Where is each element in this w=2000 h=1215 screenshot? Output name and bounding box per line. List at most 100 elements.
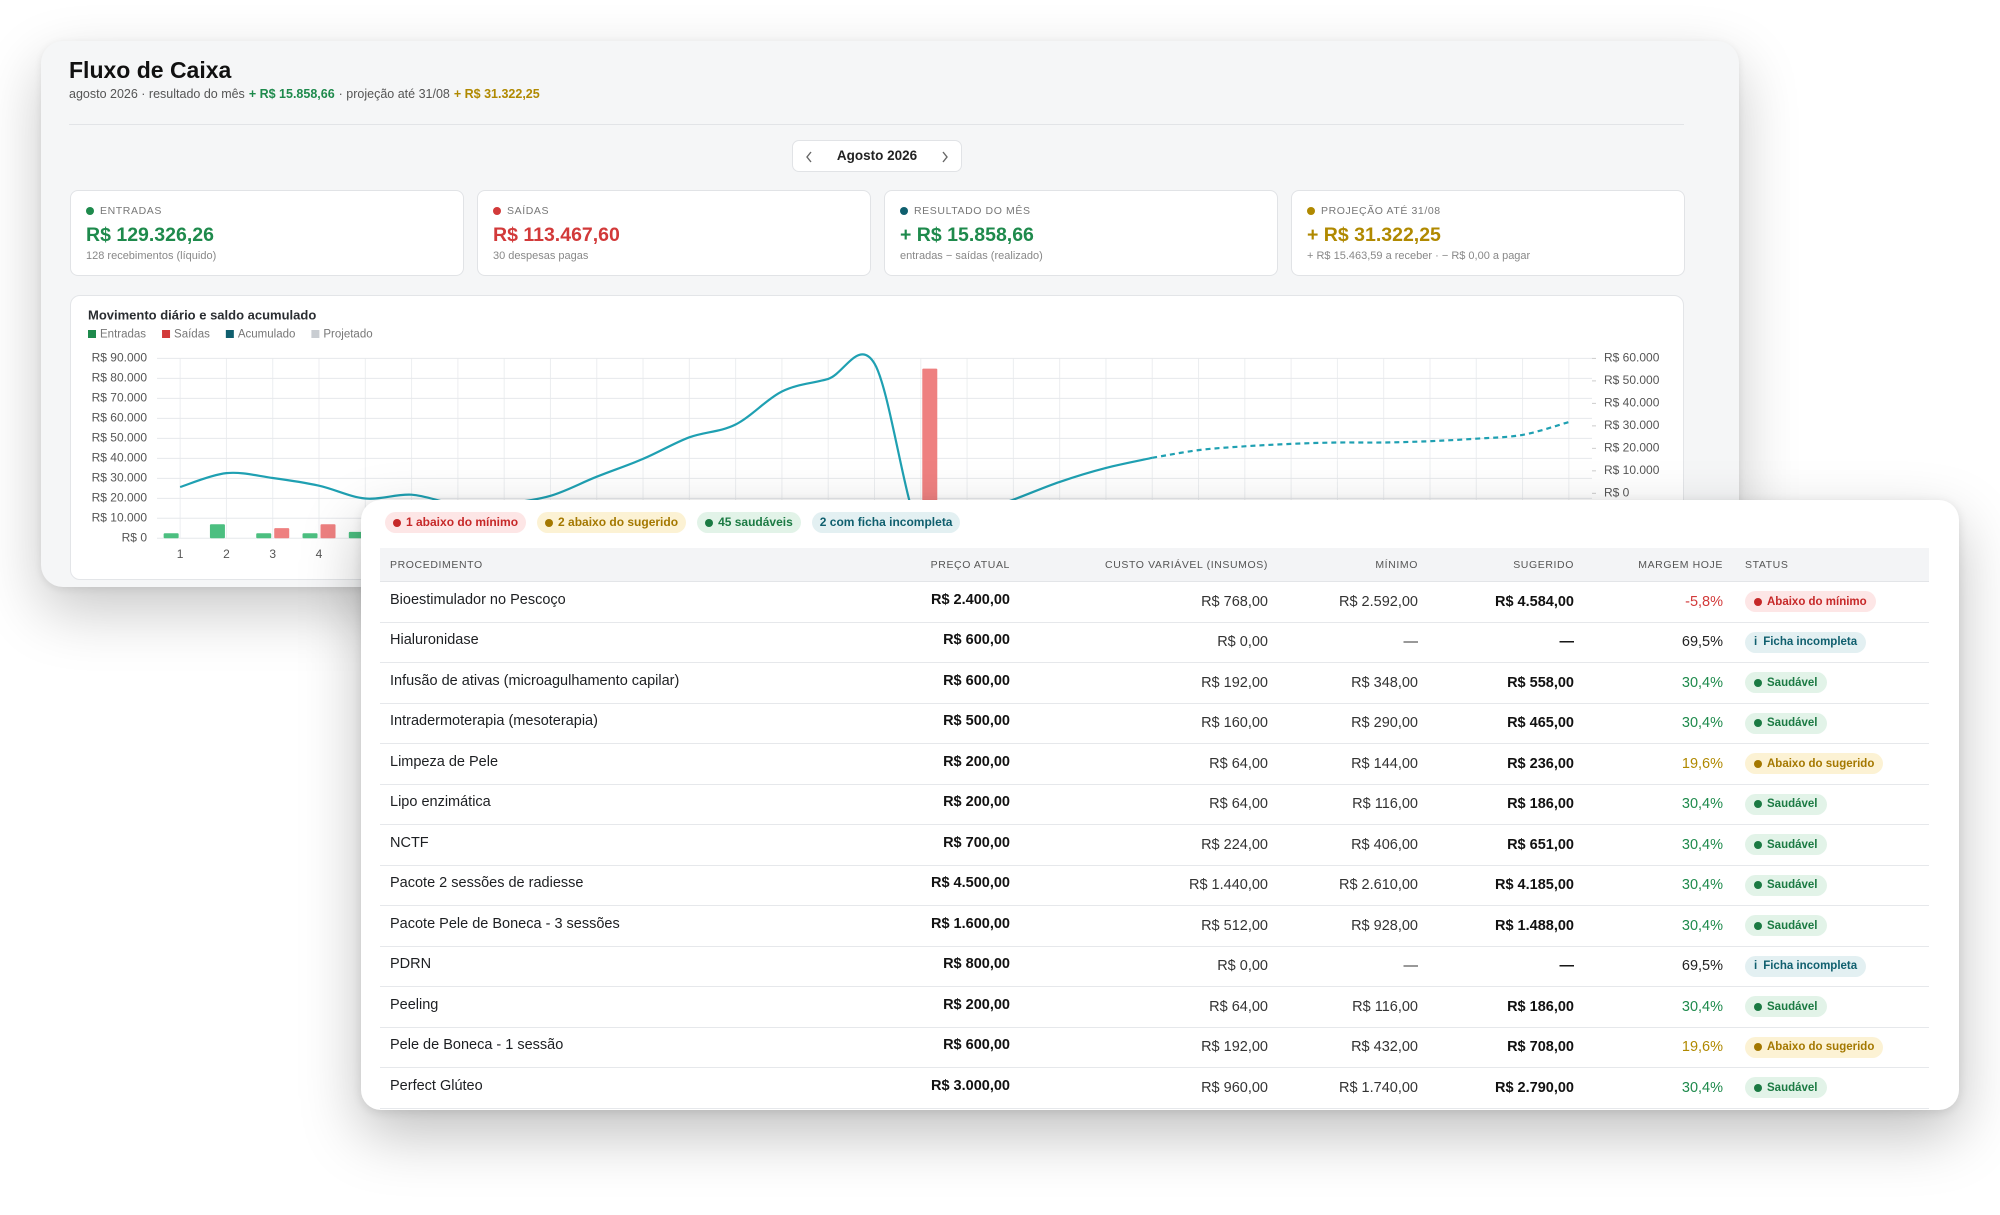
status-cell: i Ficha incompleta	[1723, 631, 1929, 653]
table-cell: R$ 1.488,00	[1494, 917, 1574, 934]
status-dot	[1754, 800, 1762, 809]
table-row[interactable]: Infusão de ativas (microagulhamento capi…	[380, 663, 1929, 704]
status-cell: Saudável	[1723, 793, 1929, 815]
table-cell: R$ 512,00	[1201, 917, 1268, 934]
table-cell: Bioestimulador no Pescoço	[390, 591, 566, 608]
legend-swatch	[311, 330, 320, 338]
table-row[interactable]: Perfect Glúteo R$ 3.000,00 R$ 960,00 R$ 1.7…	[380, 1068, 1929, 1109]
bar	[302, 533, 318, 539]
filter-pill[interactable]: 2 abaixo do sugerido	[537, 512, 687, 533]
table-header: PROCEDIMENTO PREÇO ATUAL CUSTO VARIÁVEL (I…	[380, 548, 1929, 582]
table-cell: PDRN	[390, 956, 432, 973]
y-tick-label: R$ 50.000	[92, 431, 148, 445]
table-row[interactable]: Pele de Boneca - 1 sessão R$ 600,00 R$ 192…	[380, 1028, 1929, 1068]
status-label: Saudável	[1767, 838, 1818, 851]
table-cell: 30,4%	[1681, 877, 1723, 894]
status-cell: Saudável	[1723, 874, 1929, 896]
filter-pill[interactable]: 2 com ficha incompleta	[811, 512, 961, 533]
prev-month[interactable]	[805, 151, 813, 163]
table-row[interactable]: Bioestimulador no Pescoço R$ 2.400,00 R$ 7…	[380, 582, 1929, 623]
status-dot	[1754, 1002, 1762, 1011]
table-cell: —	[1559, 958, 1575, 975]
legend-swatch	[88, 330, 96, 338]
cashflow-card: Fluxo de Caixa agosto 2026 · resultado d…	[41, 41, 1739, 587]
status-badge: Abaixo do sugerido	[1745, 1036, 1884, 1058]
status-badge: Abaixo do sugerido	[1745, 753, 1884, 775]
table-row[interactable]: PDRN R$ 800,00 R$ 0,00 — — 69,5% i Ficha incomp…	[380, 947, 1929, 987]
table-cell: R$ 186,00	[1507, 998, 1574, 1015]
table-cell: R$ 200,00	[943, 996, 1010, 1013]
status-cell: Saudável	[1723, 672, 1929, 694]
status-dot	[1754, 759, 1762, 768]
status-cell: i Ficha incompleta	[1723, 955, 1929, 977]
y2-tick-label: R$ 20.000	[1604, 441, 1660, 455]
table-cell: Limpeza de Pele	[390, 753, 499, 770]
status-label: Ficha incompleta	[1763, 960, 1858, 973]
y-tick-label: R$ 40.000	[92, 451, 148, 465]
summary-pills: 1 abaixo do mínimo 2 abaixo do sugerido 45…	[385, 512, 961, 533]
line	[1152, 420, 1570, 459]
table-cell: R$ 192,00	[1201, 1039, 1268, 1056]
status-badge: i Ficha incompleta	[1745, 631, 1867, 653]
status-cell: Saudável	[1723, 996, 1929, 1018]
table-cell: 19,6%	[1681, 1039, 1723, 1056]
table-row[interactable]: NCTF R$ 700,00 R$ 224,00 R$ 406,00 R$ 651,00…	[380, 825, 1929, 866]
table-cell: R$ 500,00	[943, 713, 1010, 730]
kpi-dot	[1307, 207, 1315, 215]
kpi-card: SAÍDAS R$ 113.467,60 30 despesas pagas	[477, 190, 871, 276]
kpi-value: + R$ 31.322,25	[1307, 224, 1441, 246]
status-dot	[1754, 1083, 1762, 1092]
table-cell: —	[1403, 958, 1419, 975]
kpi-note: 30 despesas pagas	[493, 250, 589, 262]
table-row[interactable]: Limpeza de Pele R$ 200,00 R$ 64,00 R$ 144,0…	[380, 744, 1929, 785]
month-nav: Agosto 2026	[792, 140, 962, 172]
subtitle-projection: + R$ 31.322,25	[454, 87, 540, 101]
table-cell: R$ 200,00	[943, 753, 1010, 770]
kpi-label-text: PROJEÇÃO ATÉ 31/08	[1321, 205, 1441, 217]
kpi-card: PROJEÇÃO ATÉ 31/08 + R$ 31.322,25 + R$ 15.…	[1291, 190, 1685, 276]
table-row[interactable]: Peeling R$ 200,00 R$ 64,00 R$ 116,00 R$ 186,…	[380, 987, 1929, 1028]
next-month[interactable]	[941, 151, 949, 163]
y-tick-label: R$ 80.000	[92, 371, 148, 385]
table-row[interactable]: Lipo enzimática R$ 200,00 R$ 64,00 R$ 116,0…	[380, 785, 1929, 825]
y-tick-label: R$ 60.000	[92, 411, 148, 425]
filter-pill[interactable]: 1 abaixo do mínimo	[385, 512, 527, 533]
table-row[interactable]: Hialuronidase R$ 600,00 R$ 0,00 — — 69,5% i Fic…	[380, 623, 1929, 663]
table-cell: Peeling	[390, 996, 439, 1013]
table-cell: R$ 348,00	[1351, 674, 1418, 691]
status-label: Saudável	[1767, 676, 1818, 689]
table-cell: R$ 4.500,00	[930, 875, 1010, 892]
table-cell: R$ 600,00	[943, 632, 1010, 649]
column-header: STATUS	[1745, 558, 1789, 571]
status-dot	[1754, 840, 1762, 849]
table-row[interactable]: Pacote 2 sessões de radiesse R$ 4.500,00 R…	[380, 866, 1929, 906]
table-row[interactable]: Intradermoterapia (mesoterapia) R$ 500,00…	[380, 704, 1929, 744]
projection-value: + R$ 31.322,25	[453, 87, 540, 101]
legend-label: Projetado	[323, 329, 372, 341]
legend-label: Acumulado	[238, 329, 296, 341]
status-label: Abaixo do sugerido	[1767, 757, 1875, 770]
table-row[interactable]: Pacote Pele de Boneca - 3 sessões R$ 1.60…	[380, 906, 1929, 947]
y-tick-label: R$ 70.000	[92, 391, 148, 405]
legend-swatch	[162, 330, 171, 338]
table-cell: Pacote 2 sessões de radiesse	[390, 875, 584, 892]
status-label: Saudável	[1767, 919, 1818, 932]
table-cell: Hialuronidase	[390, 632, 479, 649]
x-tick-label: 2	[223, 547, 230, 561]
bar	[209, 524, 225, 539]
kpi-card: ENTRADAS R$ 129.326,26 128 recebimentos (l…	[70, 190, 464, 276]
table-cell: 30,4%	[1681, 917, 1723, 934]
filter-pill[interactable]: 45 saudáveis	[697, 512, 801, 533]
table-cell: R$ 2.400,00	[930, 591, 1010, 608]
table-cell: R$ 600,00	[943, 1037, 1010, 1054]
pill-label: 1 abaixo do mínimo	[406, 515, 519, 529]
table-cell: 30,4%	[1681, 796, 1723, 813]
status-dot	[1754, 921, 1762, 930]
table-cell: Pacote Pele de Boneca - 3 sessões	[390, 915, 620, 932]
kpi-note: entradas − saídas (realizado)	[900, 250, 1043, 262]
pill-label: 2 com ficha incompleta	[819, 515, 953, 529]
month-label: Agosto 2026	[836, 148, 918, 163]
status-badge: Saudável	[1745, 915, 1827, 937]
column-header: CUSTO VARIÁVEL (INSUMOS)	[1105, 558, 1268, 571]
